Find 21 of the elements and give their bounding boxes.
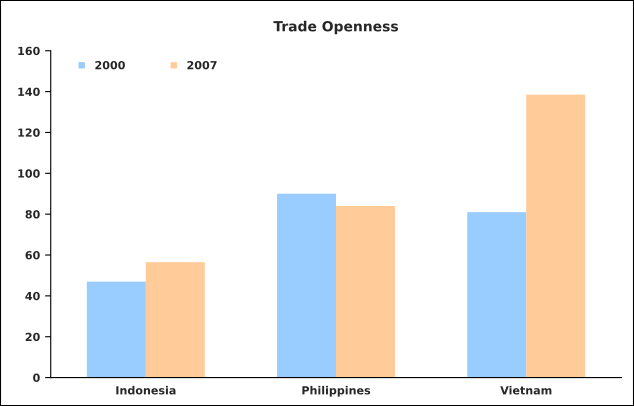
bar: [86, 282, 146, 378]
bar: [467, 212, 526, 378]
bar: [277, 194, 336, 378]
bar: [526, 94, 586, 378]
x-tick-label: Philippines: [302, 386, 370, 397]
bar: [146, 262, 205, 378]
y-tick-label: 140: [18, 88, 40, 96]
chart-title: Trade Openness: [273, 20, 398, 34]
bar: [336, 206, 395, 378]
y-tick-label: 100: [18, 169, 40, 178]
y-tick-label: 60: [26, 250, 40, 260]
y-tick-label: 40: [25, 292, 40, 300]
legend-label: 2007: [187, 60, 217, 70]
y-tick-label: 80: [26, 210, 40, 219]
y-tick-label: 120: [18, 128, 40, 137]
legend-label: 2000: [95, 60, 125, 70]
x-tick-label: Indonesia: [116, 386, 176, 395]
x-tick-label: Vietnam: [500, 386, 552, 395]
y-tick-label: 160: [18, 46, 40, 56]
y-tick-label: 0: [33, 374, 40, 382]
y-tick-label: 20: [26, 332, 40, 342]
